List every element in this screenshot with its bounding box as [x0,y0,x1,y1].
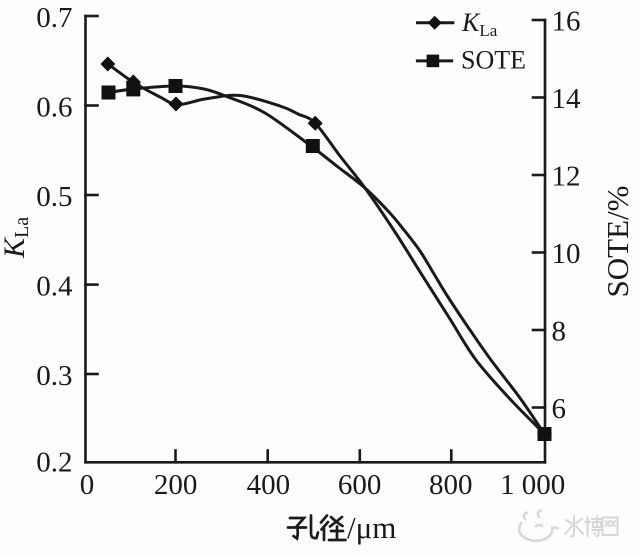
svg-text:6: 6 [552,393,567,425]
svg-text:600: 600 [338,469,382,501]
svg-text:400: 400 [247,469,291,501]
svg-text:200: 200 [154,469,198,501]
svg-text:12: 12 [552,161,581,193]
svg-text:SOTE/%: SOTE/% [600,186,635,298]
svg-text:0.4: 0.4 [36,271,73,303]
svg-text:KLa: KLa [0,217,33,259]
svg-text:0: 0 [80,469,95,501]
svg-text:16: 16 [552,6,581,38]
svg-text:14: 14 [552,83,582,115]
svg-text:KLa: KLa [461,8,498,40]
svg-text:/μm: /μm [347,510,396,545]
svg-text:0.5: 0.5 [36,181,72,213]
svg-text:8: 8 [552,316,567,348]
svg-text:0.7: 0.7 [36,2,72,34]
svg-text:0.6: 0.6 [36,92,72,124]
svg-text:1 000: 1 000 [500,469,565,501]
svg-text:0.2: 0.2 [36,447,72,479]
svg-text:SOTE: SOTE [461,46,526,75]
svg-text:0.3: 0.3 [36,360,72,392]
svg-text:10: 10 [552,238,581,270]
svg-text:800: 800 [429,469,473,501]
